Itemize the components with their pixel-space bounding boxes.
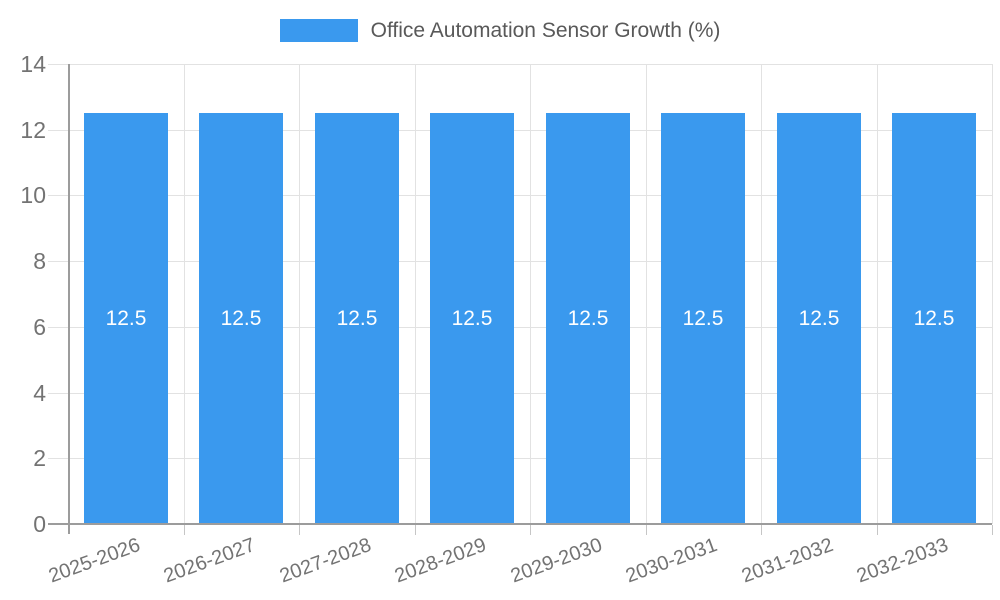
bar: 12.5 — [199, 113, 283, 524]
x-tick-label: 2031-2032 — [739, 534, 837, 588]
y-tick-label: 10 — [20, 182, 46, 208]
y-tick-label: 8 — [33, 248, 46, 274]
bar: 12.5 — [315, 113, 399, 524]
bar-value-label: 12.5 — [682, 306, 724, 330]
bar-value-label: 12.5 — [798, 306, 840, 330]
bar: 12.5 — [892, 113, 976, 524]
y-tick-label: 0 — [33, 511, 46, 537]
bar-value-label: 12.5 — [105, 306, 147, 330]
gridline-vertical — [992, 64, 993, 524]
bar-value-label: 12.5 — [451, 306, 493, 330]
x-tick-mark — [761, 525, 762, 535]
y-axis-line — [68, 64, 70, 534]
y-tick-label: 12 — [20, 117, 46, 143]
gridline-vertical — [184, 64, 185, 524]
legend-swatch — [279, 19, 358, 42]
y-tick-label: 2 — [33, 445, 46, 471]
x-tick-mark — [992, 525, 993, 535]
bar: 12.5 — [546, 113, 630, 524]
legend-item[interactable]: Office Automation Sensor Growth (%) — [279, 18, 721, 43]
y-tick-label: 14 — [20, 51, 46, 77]
gridline-vertical — [877, 64, 878, 524]
legend-label: Office Automation Sensor Growth (%) — [370, 19, 721, 42]
bar-value-label: 12.5 — [913, 306, 955, 330]
x-tick-label: 2032-2033 — [854, 534, 952, 588]
bar: 12.5 — [777, 113, 861, 524]
gridline-vertical — [299, 64, 300, 524]
x-tick-mark — [415, 525, 416, 535]
y-tick-label: 6 — [33, 314, 46, 340]
x-tick-mark — [530, 525, 531, 535]
gridline-vertical — [646, 64, 647, 524]
x-tick-mark — [299, 525, 300, 535]
chart-legend: Office Automation Sensor Growth (%) — [0, 18, 1000, 43]
x-tick-mark — [877, 525, 878, 535]
x-tick-label: 2028-2029 — [392, 534, 490, 588]
y-tick-label: 4 — [33, 380, 46, 406]
gridline-horizontal — [48, 393, 992, 394]
gridline-vertical — [530, 64, 531, 524]
bar: 12.5 — [84, 113, 168, 524]
bar-value-label: 12.5 — [336, 306, 378, 330]
gridline-horizontal — [48, 458, 992, 459]
bar: 12.5 — [661, 113, 745, 524]
gridline-horizontal — [48, 64, 992, 65]
gridline-horizontal — [48, 327, 992, 328]
bar: 12.5 — [430, 113, 514, 524]
x-axis-line — [48, 523, 992, 525]
x-tick-label: 2029-2030 — [508, 534, 606, 588]
x-tick-mark — [184, 525, 185, 535]
x-tick-label: 2027-2028 — [277, 534, 375, 588]
bar-value-label: 12.5 — [220, 306, 262, 330]
x-tick-label: 2025-2026 — [46, 534, 144, 588]
gridline-horizontal — [48, 261, 992, 262]
x-tick-label: 2030-2031 — [623, 534, 721, 588]
bar-value-label: 12.5 — [567, 306, 609, 330]
gridline-vertical — [415, 64, 416, 524]
x-tick-label: 2026-2027 — [161, 534, 259, 588]
x-tick-mark — [646, 525, 647, 535]
gridline-horizontal — [48, 130, 992, 131]
gridline-horizontal — [48, 195, 992, 196]
gridline-vertical — [761, 64, 762, 524]
